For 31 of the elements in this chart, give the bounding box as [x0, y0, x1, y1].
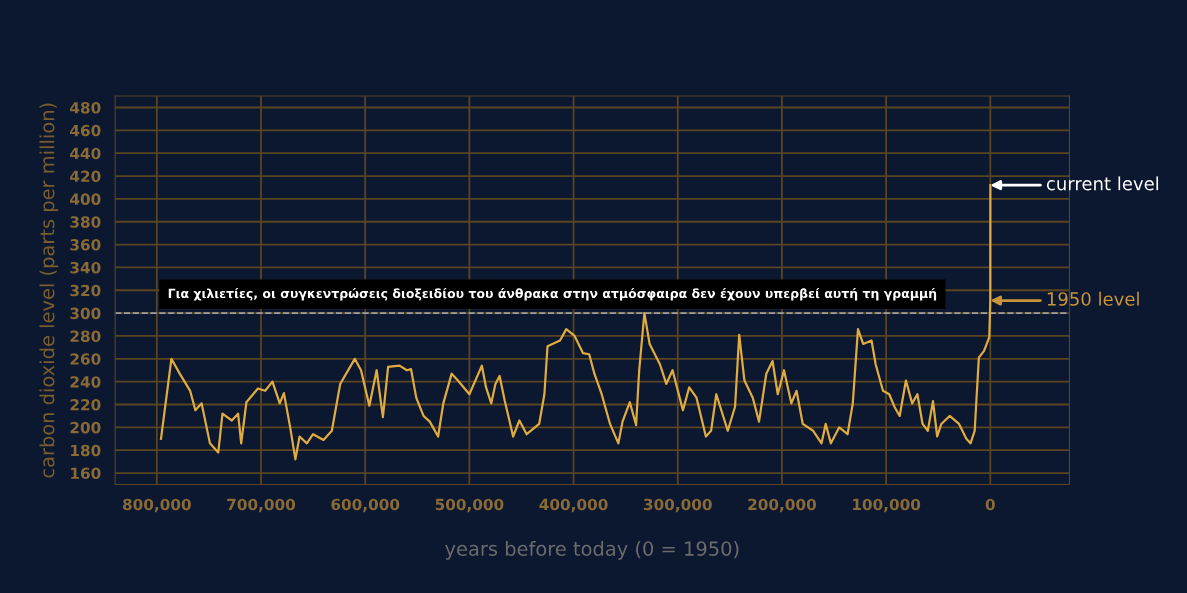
- x-tick-label: 400,000: [539, 498, 608, 513]
- y-tick-label: 280: [70, 330, 101, 342]
- x-tick-label: 200,000: [748, 498, 816, 513]
- ref-line-label: Για χιλιετίες, οι συγκεντρώσεις διοξειδίου του άνθρακα στην ατμόσφαιρα δεν έχουν υπερβεί αυτή τη γραμμή: [168, 287, 937, 301]
- y-tick-label: 440: [70, 147, 101, 160]
- y-tick-label: 400: [70, 193, 101, 205]
- y-tick-label: 160: [71, 467, 101, 480]
- annotation: 1950 level: [1047, 291, 1139, 306]
- x-tick-label: 800,000: [122, 498, 191, 513]
- x-tick-label: 600,000: [331, 498, 400, 513]
- y-tick-label: 180: [71, 444, 101, 457]
- y-tick-label: 260: [70, 353, 101, 365]
- x-tick-label: 0: [985, 498, 995, 511]
- x-tick-label: 500,000: [435, 498, 504, 513]
- x-tick-label: 100,000: [853, 498, 921, 513]
- x-tick-label: 300,000: [643, 498, 712, 513]
- y-tick-label: 380: [70, 216, 101, 228]
- y-tick-label: 300: [70, 307, 101, 320]
- y-tick-label: 480: [70, 101, 101, 114]
- y-tick-label: 460: [70, 124, 101, 137]
- annotation: current level: [1046, 176, 1159, 191]
- y-tick-label: 220: [70, 398, 101, 411]
- y-tick-label: 340: [70, 261, 101, 274]
- x-tick-label: 700,000: [227, 498, 296, 513]
- x-axis-title: years before today (0 = 1950): [445, 540, 739, 560]
- y-axis-title: carbon dioxide level (parts per million): [39, 103, 59, 478]
- y-tick-label: 200: [70, 421, 101, 434]
- y-tick-label: 240: [70, 376, 101, 388]
- y-tick-label: 360: [70, 239, 101, 251]
- y-tick-label: 420: [70, 170, 101, 183]
- y-tick-label: 320: [70, 284, 101, 297]
